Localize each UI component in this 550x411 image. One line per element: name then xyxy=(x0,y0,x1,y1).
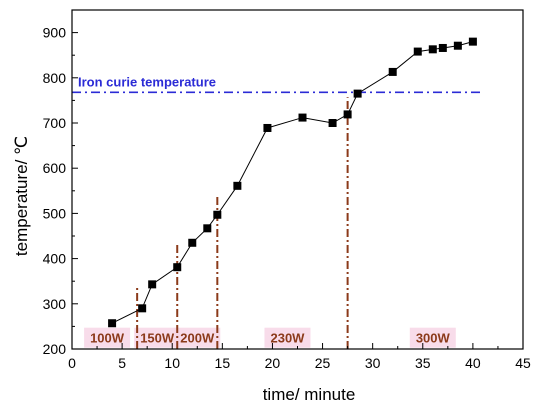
data-point-1 xyxy=(138,304,147,313)
x-tick-label-4: 20 xyxy=(265,355,281,371)
x-tick-label-5: 25 xyxy=(315,355,331,371)
x-tick-label-0: 0 xyxy=(68,355,76,371)
data-point-3 xyxy=(173,263,182,272)
phase-dividers xyxy=(136,97,349,349)
data-point-0 xyxy=(108,319,117,328)
y-tick-label-1: 300 xyxy=(43,296,67,312)
phase-label-0: 100W xyxy=(90,331,125,346)
data-point-12 xyxy=(353,89,362,98)
data-point-5 xyxy=(203,224,212,233)
phase-label-bg-4 xyxy=(409,327,456,348)
x-tick-label-6: 30 xyxy=(365,355,381,371)
y-tick-label-6: 800 xyxy=(43,70,67,86)
phase-label-1: 150W xyxy=(140,331,175,346)
x-tick-label-2: 10 xyxy=(164,355,180,371)
data-point-4 xyxy=(188,238,197,247)
plot-frame xyxy=(71,9,524,350)
data-point-15 xyxy=(428,45,437,54)
series-group xyxy=(108,37,477,328)
phase-label-bg-2 xyxy=(174,327,221,348)
data-point-10 xyxy=(328,119,337,127)
x-tick-label-3: 15 xyxy=(215,355,231,371)
x-axis-label: time/ minute xyxy=(263,385,356,404)
phase-label-2: 200W xyxy=(180,331,215,346)
data-point-13 xyxy=(388,67,397,76)
y-tick-label-7: 900 xyxy=(43,25,67,41)
y-tick-label-5: 700 xyxy=(43,115,67,131)
phase-label-bg-1 xyxy=(134,327,181,348)
x-tick-label-1: 5 xyxy=(118,355,126,371)
x-tick-label-8: 40 xyxy=(465,355,481,371)
y-tick-label-2: 400 xyxy=(43,251,67,267)
data-point-11 xyxy=(343,110,352,119)
phase-label-4: 300W xyxy=(416,331,451,346)
data-point-16 xyxy=(438,43,447,52)
phase-label-backgrounds xyxy=(84,327,456,348)
phase-label-bg-3 xyxy=(264,327,311,348)
phase-labels: 100W 150W 200W 230W 300W xyxy=(90,331,450,346)
data-point-8 xyxy=(263,123,272,132)
data-point-2 xyxy=(148,280,157,289)
axes: 0 5 10 15 20 25 30 35 40 45 200 300 400 500 600 700 800 9… xyxy=(43,9,531,371)
x-tick-label-9: 45 xyxy=(515,355,531,371)
phase-label-3: 230W xyxy=(270,331,305,346)
data-point-18 xyxy=(468,37,477,46)
data-point-6 xyxy=(213,210,222,219)
phase-label-bg-0 xyxy=(84,327,131,348)
curie-reference: Iron curie temperature xyxy=(72,74,483,94)
y-tick-label-3: 500 xyxy=(43,205,67,221)
curie-reference-label: Iron curie temperature xyxy=(78,74,216,89)
data-point-9 xyxy=(298,113,307,122)
x-tick-label-7: 35 xyxy=(415,355,431,371)
data-point-17 xyxy=(453,41,462,50)
y-axis-label: temperature/ ℃ xyxy=(12,136,31,256)
data-point-14 xyxy=(413,47,422,56)
data-point-7 xyxy=(233,181,242,190)
y-tick-label-4: 600 xyxy=(43,160,67,176)
y-tick-label-0: 200 xyxy=(43,341,67,357)
